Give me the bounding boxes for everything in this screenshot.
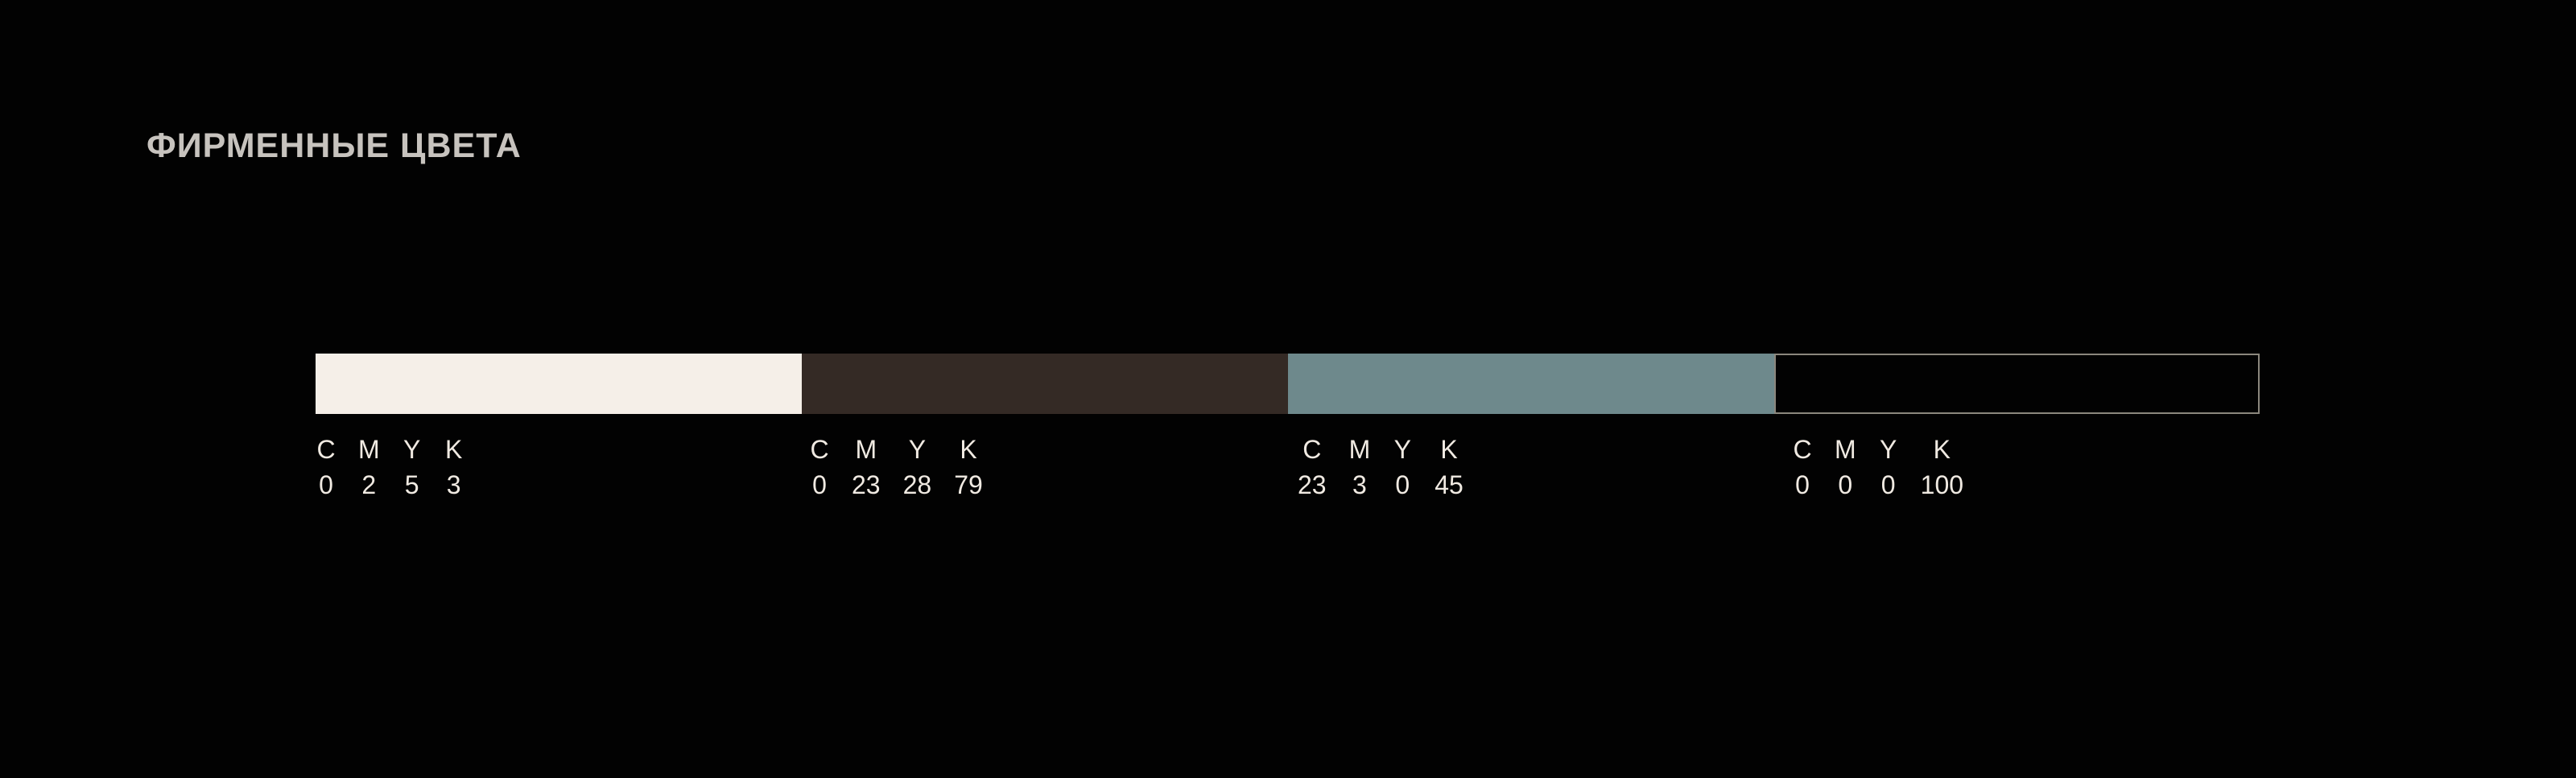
- cmyk-channel-value: 79: [954, 470, 983, 499]
- cmyk-channel-value: 2: [361, 470, 377, 499]
- cmyk-channel-value: 23: [852, 470, 881, 499]
- cmyk-channel-label: K: [1440, 435, 1458, 464]
- cmyk-column: K 45: [1435, 432, 1463, 503]
- cmyk-channel-value: 23: [1298, 470, 1327, 499]
- cmyk-channel-value: 3: [1352, 470, 1367, 499]
- cmyk-channel-label: K: [444, 435, 463, 464]
- cmyk-channel-value: 0: [1880, 470, 1896, 499]
- color-swatch-cream: [316, 354, 802, 414]
- cmyk-channel-label: M: [1835, 435, 1856, 464]
- cmyk-channel-value: 0: [1795, 470, 1810, 499]
- cmyk-channel-value: 0: [1395, 470, 1410, 499]
- cmyk-channel-label: M: [358, 435, 380, 464]
- cmyk-column: C 23: [1298, 432, 1327, 503]
- cmyk-channel-label: M: [855, 435, 877, 464]
- cmyk-channel-value: 0: [319, 470, 333, 499]
- cmyk-channel-label: M: [1348, 435, 1371, 464]
- cmyk-channel-value: 45: [1435, 470, 1463, 499]
- cmyk-channel-label: C: [1302, 435, 1322, 464]
- cmyk-column: Y 28: [903, 432, 932, 503]
- cmyk-label-teal-gray: C 23 M 3 Y 0 K 45: [1298, 432, 1463, 503]
- cmyk-channel-label: Y: [1879, 435, 1897, 464]
- color-swatch-black: [1774, 354, 2260, 414]
- cmyk-channel-label: K: [960, 435, 977, 464]
- cmyk-label-dark-brown: C 0 M 23 Y 28 K 79: [810, 432, 983, 503]
- cmyk-channel-value: 0: [1838, 470, 1853, 499]
- cmyk-channel-label: K: [1933, 435, 1951, 464]
- cmyk-channel-label: Y: [908, 435, 927, 464]
- cmyk-channel-value: 28: [902, 470, 932, 499]
- cmyk-column: K 79: [954, 432, 983, 503]
- cmyk-channel-label: C: [810, 435, 829, 464]
- page-title: ФИРМЕННЫЕ ЦВЕТА: [147, 126, 522, 165]
- cmyk-channel-label: Y: [402, 435, 421, 464]
- palette-bar: [316, 354, 2260, 414]
- cmyk-channel-value: 3: [446, 470, 461, 499]
- cmyk-column: K 100: [1921, 432, 1963, 503]
- color-swatch-dark-brown: [802, 354, 1288, 414]
- cmyk-channel-label: C: [1793, 435, 1812, 464]
- color-swatch-teal-gray: [1288, 354, 1774, 414]
- cmyk-channel-value: 100: [1920, 470, 1964, 499]
- cmyk-label-black: C 0 M 0 Y 0 K 100: [1793, 432, 1963, 503]
- cmyk-channel-label: Y: [1393, 435, 1411, 464]
- cmyk-channel-value: 5: [404, 470, 419, 499]
- cmyk-channel-label: C: [316, 435, 336, 464]
- cmyk-column: M 23: [852, 432, 881, 503]
- cmyk-channel-value: 0: [812, 470, 827, 499]
